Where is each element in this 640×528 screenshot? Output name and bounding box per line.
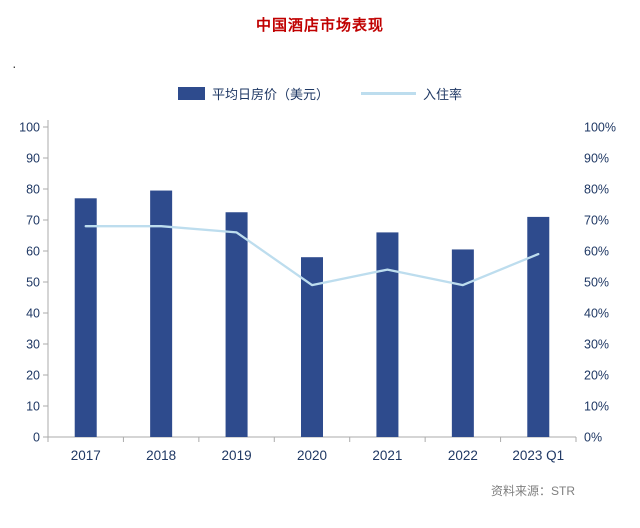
right-axis-label: 10% (584, 400, 609, 414)
left-axis-label: 60 (26, 245, 40, 259)
right-axis-label: 20% (584, 369, 609, 383)
right-axis-label: 70% (584, 214, 609, 228)
bar-2017 (74, 198, 97, 437)
x-axis-category-label: 2021 (372, 448, 402, 463)
left-axis-label: 20 (26, 369, 40, 383)
x-axis-category-label: 2023 Q1 (512, 448, 564, 463)
left-axis-label: 90 (26, 152, 40, 166)
bar-2021 (376, 232, 399, 437)
right-axis-label: 80% (584, 183, 609, 197)
chart-legend: 平均日房价（美元） 入住率 (0, 84, 640, 103)
legend-item-occupancy: 入住率 (361, 84, 462, 103)
left-axis-label: 30 (26, 338, 40, 352)
bar-2018 (150, 190, 173, 437)
line-swatch-icon (361, 92, 416, 95)
legend-label-adr: 平均日房价（美元） (211, 87, 329, 102)
occupancy-line (84, 225, 540, 287)
chart-title: 中国酒店市场表现 (255, 17, 384, 34)
x-axis-category-label: 2018 (146, 448, 176, 463)
left-axis-label: 50 (26, 276, 40, 290)
left-axis-label: 80 (26, 183, 40, 197)
right-axis-label: 60% (584, 245, 609, 259)
x-axis-category-label: 2017 (71, 448, 101, 463)
bar-2022 (451, 249, 474, 437)
right-axis-label: 30% (584, 338, 609, 352)
x-axis-category-label: 2022 (448, 448, 478, 463)
right-axis-label: 0% (584, 431, 602, 445)
bar-2023 Q1 (527, 216, 550, 437)
left-axis-label: 10 (26, 400, 40, 414)
right-axis-label: 50% (584, 276, 609, 290)
x-axis-category-label: 2020 (297, 448, 327, 463)
source-note: 资料来源：STR (490, 484, 575, 498)
left-axis-label: 0 (33, 431, 40, 445)
legend-item-adr: 平均日房价（美元） (177, 84, 329, 103)
bar-swatch-icon (177, 87, 205, 100)
right-axis-label: 90% (584, 152, 609, 166)
left-axis-label: 100 (19, 121, 40, 135)
left-axis-label: 70 (26, 214, 40, 228)
x-axis-category-label: 2019 (222, 448, 252, 463)
legend-label-occupancy: 入住率 (423, 87, 463, 102)
right-axis-label: 40% (584, 307, 609, 321)
bar-2020 (301, 257, 323, 437)
right-axis-label: 100% (584, 121, 616, 135)
bar-2019 (225, 212, 248, 437)
stray-dot: · (12, 58, 17, 74)
left-axis-label: 40 (26, 307, 40, 321)
